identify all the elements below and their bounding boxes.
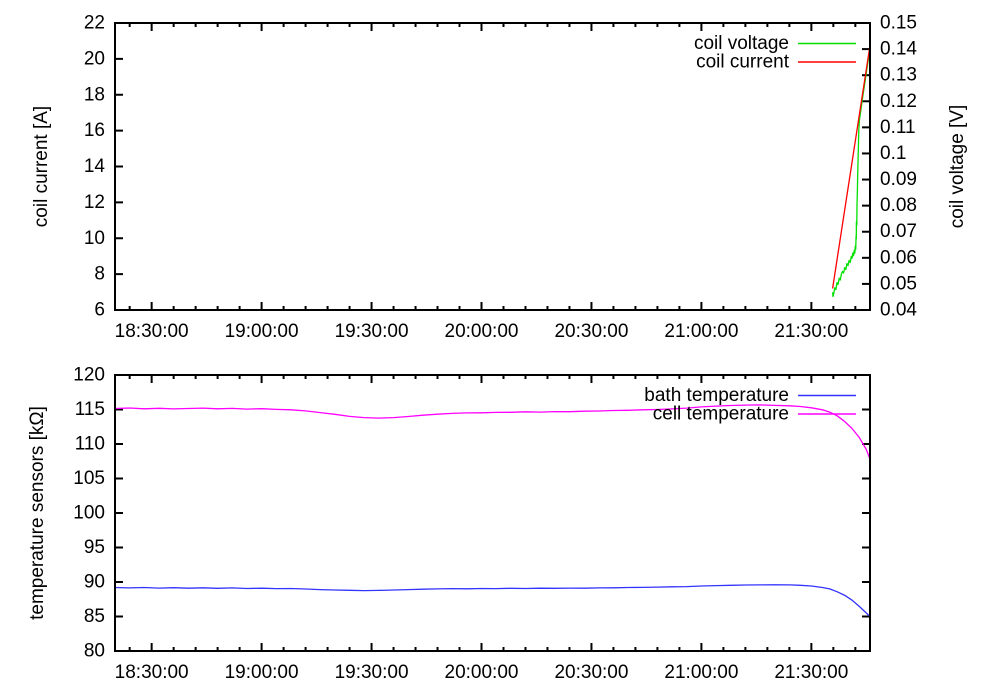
x-tick-label: 19:00:00 [225,321,299,342]
y-left-tick-label: 10 [84,228,105,249]
y-right-tick-label: 0.04 [880,300,917,321]
x-tick-label: 21:00:00 [664,321,738,342]
series-coil-voltage [831,49,871,298]
y-left-tick-label: 8 [94,264,105,285]
legend-label-coil-current: coil current [696,52,790,73]
y-left-tick-label: 80 [84,641,105,662]
y-right-tick-label: 0.06 [880,247,917,268]
y-right-tick-label: 0.14 [880,39,917,60]
legend-label-cell-temperature: cell temperature [653,404,789,425]
y-right-tick-label: 0.07 [880,221,917,242]
y-left-tick-label: 115 [75,399,105,420]
y-left-tick-label: 85 [84,606,105,627]
y-right-tick-label: 0.09 [880,169,917,190]
x-tick-label: 20:00:00 [445,662,519,683]
series-bath-temperature [114,584,871,617]
y-left-tick-label: 20 [84,48,105,69]
series-coil-current [831,48,871,289]
y-right-tick-label: 0.05 [880,273,917,294]
y-left-tick-label: 14 [84,156,106,177]
x-tick-label: 18:30:00 [115,321,189,342]
x-tick-label: 20:00:00 [445,321,519,342]
x-tick-label: 21:30:00 [774,321,848,342]
y-right-tick-label: 0.08 [880,195,917,216]
axis-title-coil-voltage: coil voltage [V] [947,105,968,229]
axis-title-temperature-sensors: temperature sensors [kΩ] [27,406,48,620]
y-right-tick-label: 0.12 [880,91,917,112]
y-left-tick-label: 100 [73,503,105,524]
y-left-tick-label: 90 [84,572,105,593]
coil-chart-panel: 18:30:00 19:00:00 19:30:00 20:00:00 20:30:00… [84,13,918,343]
legend-label-bath-temperature: bath temperature [644,385,789,406]
y-left-tick-label: 22 [84,13,105,34]
x-tick-label: 20:30:00 [554,321,628,342]
legend-label-coil-voltage: coil voltage [694,33,789,54]
y-left-tick-label: 6 [94,300,105,321]
y-left-tick-label: 95 [84,537,105,558]
x-tick-label: 21:00:00 [664,662,738,683]
y-left-tick-label: 18 [84,84,105,105]
plot-frame [114,22,871,311]
y-left-tick-label: 120 [73,365,105,386]
x-tick-label: 19:30:00 [335,321,409,342]
y-right-tick-label: 0.13 [880,65,917,86]
y-left-tick-label: 16 [84,120,105,141]
x-tick-label: 20:30:00 [554,662,628,683]
x-tick-label: 19:00:00 [225,662,299,683]
series-cell-temperature [114,404,871,460]
y-left-tick-label: 105 [73,468,105,489]
x-tick-label: 19:30:00 [335,662,409,683]
y-right-tick-label: 0.15 [880,13,917,34]
x-tick-label: 18:30:00 [115,662,189,683]
x-tick-label: 21:30:00 [774,662,848,683]
axis-title-coil-current: coil current [A] [31,106,52,227]
temperature-chart-panel: 18:30:00 19:00:00 19:30:00 20:00:00 20:30:00… [73,365,871,683]
plot-frame [114,374,871,652]
y-left-tick-label: 12 [84,192,105,213]
y-left-tick-label: 110 [75,434,105,455]
y-right-tick-label: 0.11 [880,117,916,138]
y-right-tick-label: 0.1 [880,143,906,164]
